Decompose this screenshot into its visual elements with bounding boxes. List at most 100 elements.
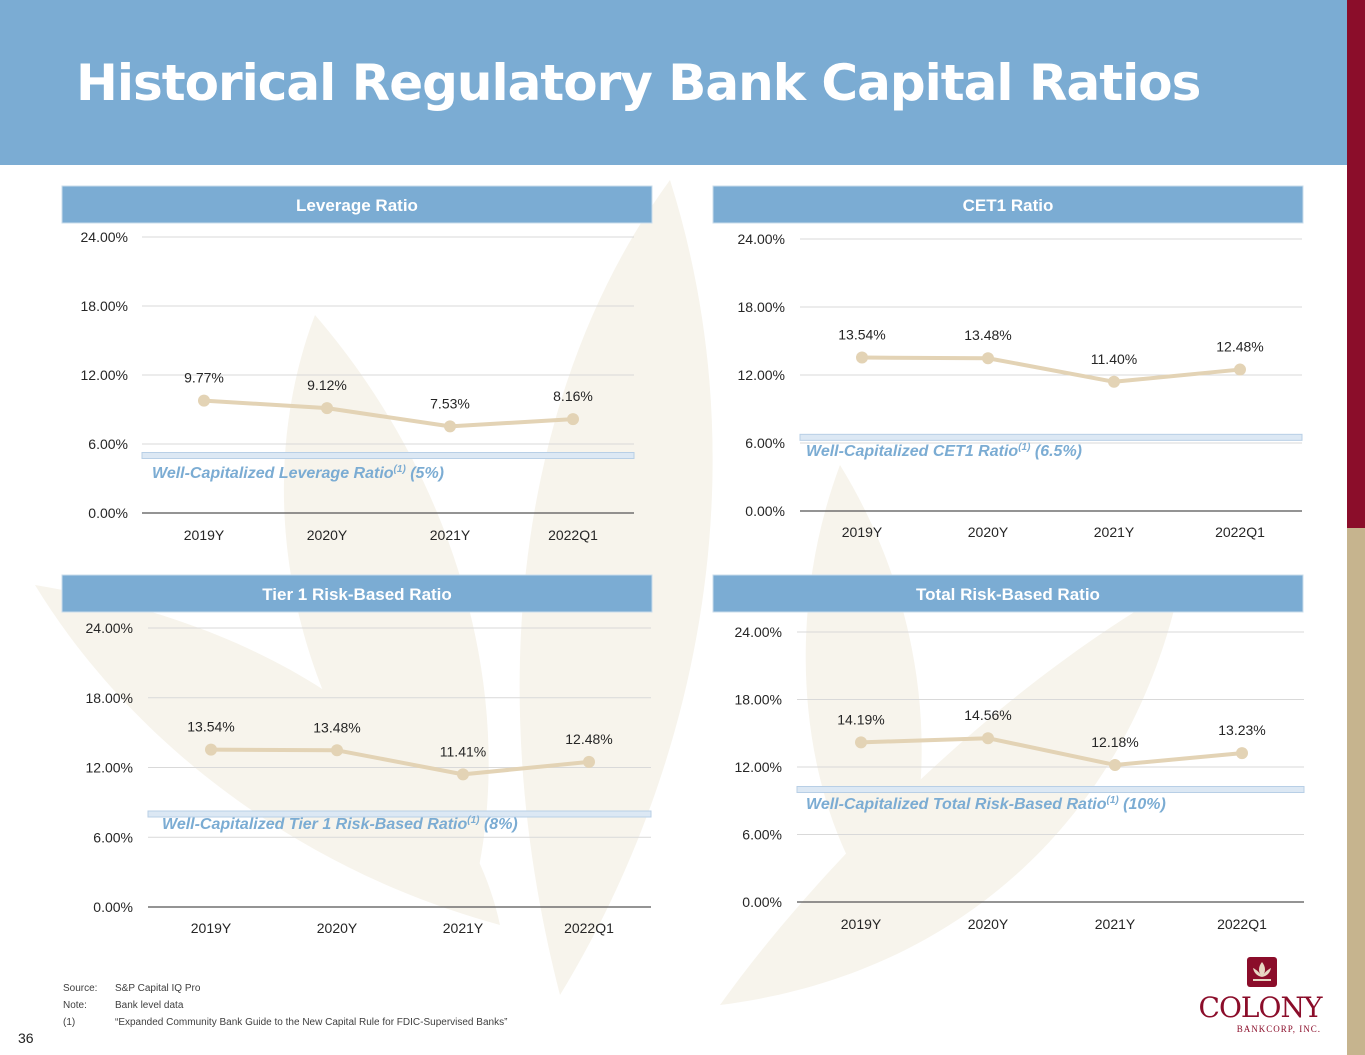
y-tick-label: 0.00% (742, 894, 782, 910)
x-tick-label: 2020Y (968, 524, 1009, 540)
data-label: 9.77% (184, 370, 224, 386)
x-tick-label: 2022Q1 (1217, 916, 1267, 932)
x-tick-label: 2021Y (443, 920, 484, 936)
title-banner: Historical Regulatory Bank Capital Ratio… (0, 0, 1347, 165)
benchmark-band (147, 810, 652, 818)
data-label: 13.54% (187, 719, 234, 735)
x-tick-label: 2019Y (184, 527, 225, 543)
chart-title: Leverage Ratio (296, 196, 418, 215)
y-tick-label: 6.00% (88, 436, 128, 452)
data-point (855, 736, 867, 749)
benchmark-footnote-mark: (1) (467, 815, 480, 826)
benchmark-footnote-mark: (1) (394, 464, 407, 475)
benchmark-label: Well-Capitalized Tier 1 Risk-Based Ratio… (162, 815, 518, 833)
x-tick-label: 2021Y (1094, 524, 1135, 540)
data-point (1234, 363, 1246, 376)
benchmark-label: Well-Capitalized Leverage Ratio(1) (5%) (152, 464, 444, 482)
footnotes: Source: S&P Capital IQ Pro Note: Bank le… (63, 980, 507, 1031)
y-tick-label: 24.00% (738, 231, 785, 247)
data-point (331, 744, 343, 757)
benchmark-label-value: (5%) (406, 465, 444, 482)
y-tick-label: 18.00% (735, 692, 782, 708)
data-point (856, 351, 868, 364)
footnote-key: Source: (63, 983, 98, 994)
footnote-text: Bank level data (115, 1000, 184, 1011)
data-label: 11.40% (1091, 351, 1137, 367)
benchmark-label: Well-Capitalized Total Risk-Based Ratio(… (806, 795, 1166, 813)
series-line (861, 355, 1241, 384)
data-label: 13.23% (1218, 722, 1265, 738)
benchmark-label-value: (6.5%) (1030, 443, 1082, 460)
logo-subtitle: BANKCORP, INC. (1236, 1024, 1321, 1034)
chart-header (712, 574, 1304, 613)
data-point (583, 755, 595, 768)
data-label: 7.53% (430, 395, 470, 411)
y-tick-label: 24.00% (735, 624, 782, 640)
benchmark-band (796, 786, 1305, 793)
footnote-text: S&P Capital IQ Pro (115, 983, 201, 994)
series-line (210, 747, 590, 777)
side-accent-red (1347, 0, 1365, 528)
y-tick-label: 6.00% (742, 827, 782, 843)
leaf-right (720, 585, 1180, 1005)
y-tick-label: 18.00% (81, 298, 128, 314)
chart-title: Total Risk-Based Ratio (916, 585, 1100, 604)
chart-panel: Total Risk-Based Ratio 0.00% 6.00% 12.00% 18… (712, 574, 1305, 932)
data-point (198, 394, 210, 407)
y-tick-label: 12.00% (81, 367, 128, 383)
benchmark-band (141, 452, 635, 459)
benchmark-label-value: (8%) (480, 816, 518, 833)
chart-header (61, 185, 653, 224)
data-point (321, 402, 333, 415)
chart-panel: Tier 1 Risk-Based Ratio 0.00% 6.00% 12.00% 1… (61, 574, 653, 936)
leaf-left (35, 585, 500, 925)
x-tick-label: 2019Y (841, 916, 882, 932)
x-tick-label: 2021Y (430, 527, 471, 543)
logo-name: COLONY (1198, 991, 1323, 1024)
chart-panel: Leverage Ratio 0.00% 6.00% 12.00% 18.00% 24.0… (61, 185, 653, 543)
data-label: 14.19% (837, 711, 884, 727)
y-tick-label: 0.00% (745, 503, 785, 519)
series-line (860, 736, 1243, 767)
y-tick-label: 12.00% (735, 759, 782, 775)
colony-logo: COLONY BANKCORP, INC. (1195, 955, 1335, 1040)
logo-emblem-icon (1247, 957, 1277, 987)
benchmark-label-value: (10%) (1119, 796, 1166, 813)
data-point (205, 743, 217, 756)
benchmark-label-text: Well-Capitalized Tier 1 Risk-Based Ratio (162, 816, 468, 833)
benchmark-label-text: Well-Capitalized Leverage Ratio (152, 465, 394, 482)
side-accent-gold (1347, 528, 1365, 1055)
y-tick-label: 18.00% (86, 690, 133, 706)
data-label: 13.54% (838, 327, 885, 343)
data-point (444, 420, 456, 433)
data-label: 13.48% (313, 719, 360, 735)
footnote-key: Note: (63, 1000, 87, 1011)
y-tick-label: 24.00% (81, 229, 128, 245)
footnote-source: Source: S&P Capital IQ Pro (63, 980, 507, 997)
benchmark-band (799, 433, 1303, 441)
data-point (982, 352, 994, 365)
data-label: 9.12% (307, 377, 347, 393)
y-tick-label: 18.00% (738, 299, 785, 315)
chart-panel: CET1 Ratio 0.00% 6.00% 12.00% 18.00% 24.00% We… (712, 185, 1304, 540)
chart-header (712, 185, 1304, 224)
data-point (1109, 758, 1121, 771)
x-tick-label: 2020Y (317, 920, 358, 936)
data-point (982, 732, 994, 745)
benchmark-footnote-mark: (1) (1018, 442, 1031, 453)
y-tick-label: 12.00% (738, 367, 785, 383)
data-point (1236, 747, 1248, 760)
data-point (567, 413, 579, 426)
footnote-key: (1) (63, 1017, 76, 1028)
y-tick-label: 0.00% (88, 505, 128, 521)
x-tick-label: 2019Y (842, 524, 883, 540)
data-label: 14.56% (964, 707, 1011, 723)
data-point (457, 768, 469, 781)
data-label: 12.48% (1216, 339, 1263, 355)
chart-header (61, 574, 653, 613)
data-label: 11.41% (440, 743, 486, 759)
x-tick-label: 2022Q1 (564, 920, 614, 936)
y-tick-label: 12.00% (86, 760, 133, 776)
benchmark-label-text: Well-Capitalized CET1 Ratio (806, 443, 1018, 460)
